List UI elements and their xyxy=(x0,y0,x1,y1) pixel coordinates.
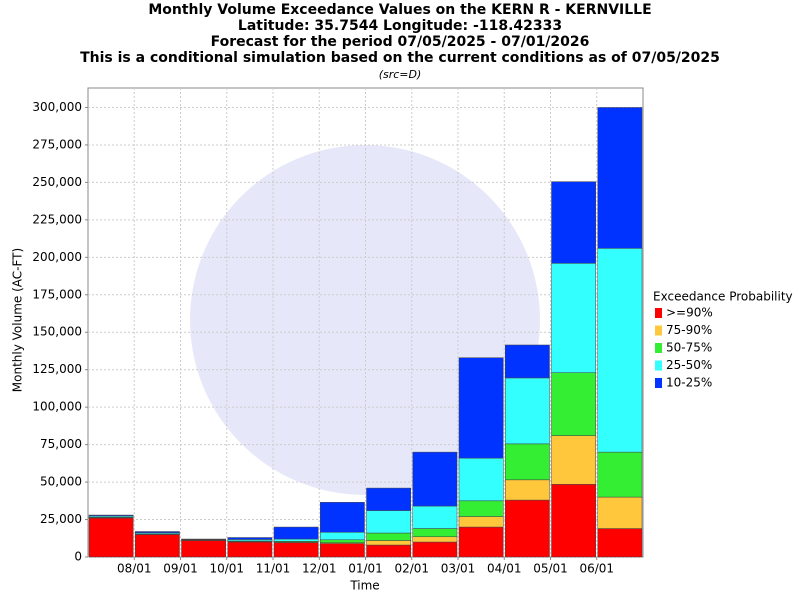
legend-label: 50-75% xyxy=(666,341,712,355)
note: (src=D) xyxy=(379,68,422,81)
bar-segment xyxy=(597,248,643,453)
legend-swatch xyxy=(655,360,662,371)
legend-swatch xyxy=(655,343,662,353)
y-tick-label: 125,000 xyxy=(32,362,82,376)
y-tick-label: 175,000 xyxy=(32,287,82,301)
y-tick-label: 275,000 xyxy=(32,137,82,151)
bar-segment xyxy=(551,263,596,373)
bar-segment xyxy=(412,528,458,538)
bar-segment xyxy=(273,526,319,540)
y-tick-label: 250,000 xyxy=(32,175,82,189)
x-tick-label: 08/01 xyxy=(117,562,152,576)
bar-segment xyxy=(458,516,504,528)
x-axis-label: Time xyxy=(349,579,379,593)
bar-segment xyxy=(458,357,504,459)
x-tick-label: 02/01 xyxy=(394,562,429,576)
bar-segment xyxy=(181,540,226,558)
bar-segment xyxy=(458,457,504,502)
bar-segment xyxy=(458,500,504,517)
x-tick-label: 01/01 xyxy=(348,562,383,576)
subtitle: Forecast for the period 07/05/2025 - 07/… xyxy=(211,34,590,50)
x-tick-label: 04/01 xyxy=(487,562,522,576)
bar-segment xyxy=(366,544,411,558)
bar-segment xyxy=(412,536,458,543)
bar-segment xyxy=(505,377,550,445)
bar-segment xyxy=(597,451,643,498)
plot-area xyxy=(87,87,644,558)
bar-segment xyxy=(366,532,411,541)
bar-segment xyxy=(135,531,180,533)
x-tick-label: 10/01 xyxy=(209,562,244,576)
legend-title: Exceedance Probability xyxy=(653,290,793,304)
bar-segment xyxy=(366,540,411,546)
y-tick-label: 150,000 xyxy=(32,325,82,339)
bar-segment xyxy=(227,537,273,540)
subtitle: This is a conditional simulation based o… xyxy=(80,50,720,66)
bar-segment xyxy=(320,532,365,541)
bar-segment xyxy=(320,539,365,544)
bar-segment xyxy=(227,541,273,558)
y-tick-label: 225,000 xyxy=(32,212,82,226)
y-tick-label: 50,000 xyxy=(40,475,82,489)
subtitle: Latitude: 35.7544 Longitude: -118.42333 xyxy=(238,18,562,34)
bar-segment xyxy=(88,517,134,558)
y-tick-label: 0 xyxy=(74,550,82,564)
bar-segment xyxy=(412,451,458,507)
bar-segment xyxy=(597,528,643,558)
bar-segment xyxy=(505,499,550,558)
y-tick-label: 25,000 xyxy=(40,512,82,526)
legend-label: >=90% xyxy=(666,306,713,320)
legend-swatch xyxy=(655,378,662,388)
bar-segment xyxy=(366,510,411,534)
bar-segment xyxy=(597,496,643,529)
bar-segment xyxy=(551,372,596,436)
x-tick-label: 09/01 xyxy=(163,562,198,576)
bar-segment xyxy=(273,542,319,558)
x-tick-label: 12/01 xyxy=(302,562,337,576)
bar-segment xyxy=(320,543,365,558)
bar-segment xyxy=(88,514,134,517)
legend-label: 25-50% xyxy=(666,358,712,372)
legend-label: 10-25% xyxy=(666,376,712,390)
bar-segment xyxy=(366,487,411,511)
bar-segment xyxy=(505,344,550,379)
legend-swatch xyxy=(655,308,662,318)
bar-segment xyxy=(273,538,319,542)
bar-segment xyxy=(135,534,180,558)
x-tick-label: 06/01 xyxy=(579,562,614,576)
bar-segment xyxy=(551,484,596,558)
y-tick-label: 100,000 xyxy=(32,400,82,414)
bar-segment xyxy=(458,526,504,558)
y-tick-label: 75,000 xyxy=(40,437,82,451)
bar-segment xyxy=(412,541,458,558)
bar-segment xyxy=(597,107,643,249)
bar-segment xyxy=(320,502,365,533)
legend-swatch xyxy=(655,325,662,336)
y-tick-label: 300,000 xyxy=(32,100,82,114)
x-tick-label: 11/01 xyxy=(256,562,291,576)
legend-label: 75-90% xyxy=(666,323,712,337)
bar-segment xyxy=(412,505,458,529)
x-tick-label: 05/01 xyxy=(533,562,568,576)
bar-segment xyxy=(551,435,596,485)
bar-segment xyxy=(505,479,550,501)
bar-segment xyxy=(505,443,550,481)
bar-segment xyxy=(551,181,596,264)
chart-title: Monthly Volume Exceedance Values on the … xyxy=(148,2,651,18)
y-tick-label: 200,000 xyxy=(32,250,82,264)
y-axis-label: Monthly Volume (AC-FT) xyxy=(11,248,25,392)
x-tick-label: 03/01 xyxy=(441,562,476,576)
